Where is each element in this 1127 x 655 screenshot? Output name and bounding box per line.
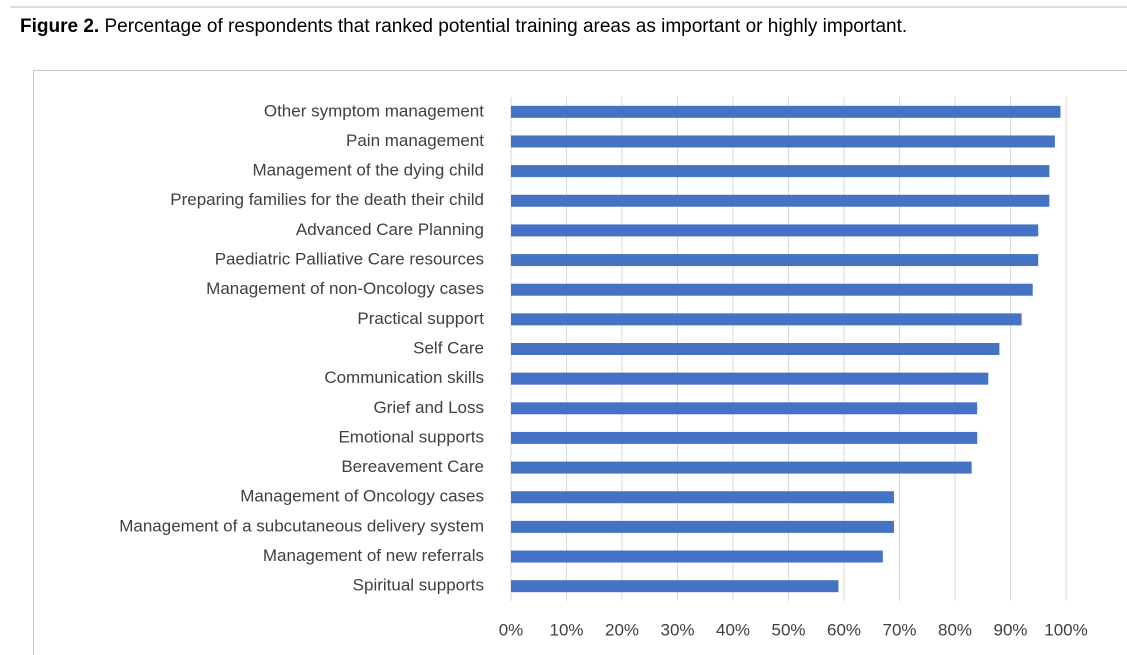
bar [511,372,989,385]
y-tick-label: Other symptom management [264,101,484,120]
y-tick-label: Pain management [346,131,484,150]
y-tick-label: Preparing families for the death their c… [170,190,484,209]
y-tick-label: Management of Oncology cases [240,487,484,506]
y-tick-label: Management of a subcutaneous delivery sy… [119,516,484,535]
x-tick-label: 100% [1044,620,1087,639]
bar [511,165,1050,178]
x-tick-label: 70% [882,620,916,639]
y-tick-label: Spiritual supports [353,576,484,595]
x-tick-label: 10% [549,620,583,639]
bar [511,520,894,533]
bar [511,135,1055,148]
y-tick-label: Management of the dying child [252,161,484,180]
bar [511,194,1050,207]
bar [511,313,1022,326]
y-tick-label: Bereavement Care [341,457,484,476]
bar [511,431,978,444]
x-tick-label: 50% [771,620,805,639]
x-tick-label: 40% [716,620,750,639]
figure-label: Figure 2. [20,16,99,37]
chart-title: Figure 2. Percentage of respondents that… [20,16,907,37]
bar [511,224,1039,237]
chart-frame [33,70,1127,655]
x-tick-label: 90% [993,620,1027,639]
y-tick-label: Advanced Care Planning [296,220,484,239]
y-tick-label: Emotional supports [338,427,484,446]
title-text: Percentage of respondents that ranked po… [104,16,907,37]
x-tick-label: 60% [827,620,861,639]
y-tick-label: Paediatric Palliative Care resources [215,250,484,269]
bar [511,550,883,563]
bar [511,402,978,415]
x-tick-label: 80% [938,620,972,639]
y-tick-label: Grief and Loss [373,398,484,417]
bar [511,283,1033,296]
bar [511,580,839,593]
x-tick-label: 20% [605,620,639,639]
bar [511,105,1061,118]
bar [511,491,894,504]
y-tick-label: Self Care [413,338,484,357]
x-tick-label: 30% [660,620,694,639]
y-tick-label: Management of new referrals [263,546,484,565]
x-tick-label: 0% [499,620,524,639]
y-tick-label: Practical support [357,309,484,328]
bar [511,461,972,474]
y-tick-label: Management of non-Oncology cases [206,279,484,298]
bar [511,343,1000,355]
bar [511,254,1039,267]
y-tick-label: Communication skills [324,368,484,387]
